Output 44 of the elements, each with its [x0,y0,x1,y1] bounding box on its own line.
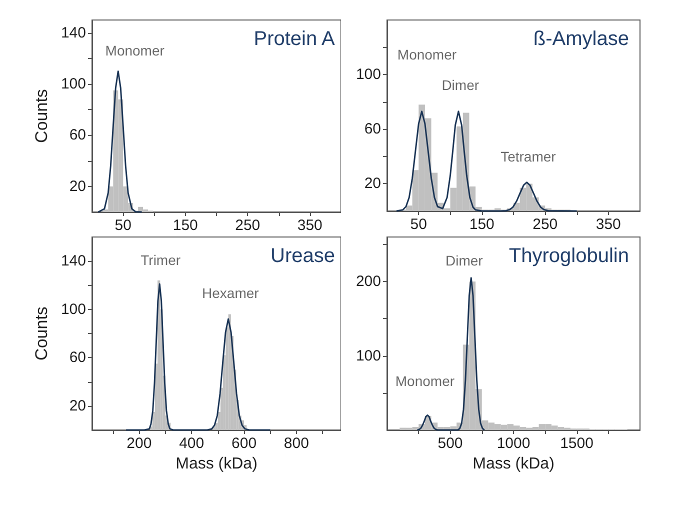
y-tick-label: 100 [60,300,86,318]
y-tick-label: 60 [364,120,381,138]
chart-title: Protein A [254,28,336,50]
annotation: Monomer [397,46,457,62]
x-tick-label: 400 [179,435,204,452]
annotation: Monomer [395,372,455,389]
y-tick-label: 20 [364,175,381,192]
x-tick-label: 250 [532,216,558,233]
x-tick-label: 350 [297,217,322,234]
x-axis-title: Mass (kDa) [176,455,258,472]
x-tick-label: 500 [438,435,463,452]
annotation: Dimer [445,252,484,269]
x-tick-label: 1500 [560,435,594,452]
y-tick-label: 60 [69,349,86,366]
x-tick-label: 50 [410,216,427,233]
y-tick-label: 20 [69,397,86,414]
y-tick-label: 100 [356,66,381,84]
y-tick-label: 60 [69,126,86,144]
chart-title: Thyroglobulin [508,245,630,267]
y-tick-label: 100 [356,347,381,364]
chart-title: Urease [270,245,336,267]
chart-title: ß-Amylase [533,28,630,50]
annotation: Tetramer [500,148,556,164]
annotation: Hexamer [202,284,260,301]
y-tick-label: 200 [356,273,381,290]
x-tick-label: 600 [232,435,257,452]
x-tick-label: 1000 [496,435,530,452]
x-tick-label: 350 [596,216,621,233]
y-axis-title: Counts [32,89,52,143]
y-tick-label: 100 [60,76,86,92]
x-tick-label: 150 [469,216,494,233]
x-tick-label: 250 [235,217,260,234]
annotation: Trimer [140,252,181,268]
annotation: Monomer [105,42,165,59]
y-axis-title: Counts [32,306,52,360]
x-axis-title: Mass (kDa) [472,455,554,472]
annotation: Dimer [442,76,480,93]
y-tick-label: 140 [60,252,86,270]
x-tick-label: 800 [284,435,309,452]
y-tick-label: 140 [60,24,86,42]
x-tick-label: 200 [126,435,152,452]
x-tick-label: 50 [114,217,132,234]
x-tick-label: 150 [172,217,198,234]
y-tick-label: 20 [69,178,86,195]
